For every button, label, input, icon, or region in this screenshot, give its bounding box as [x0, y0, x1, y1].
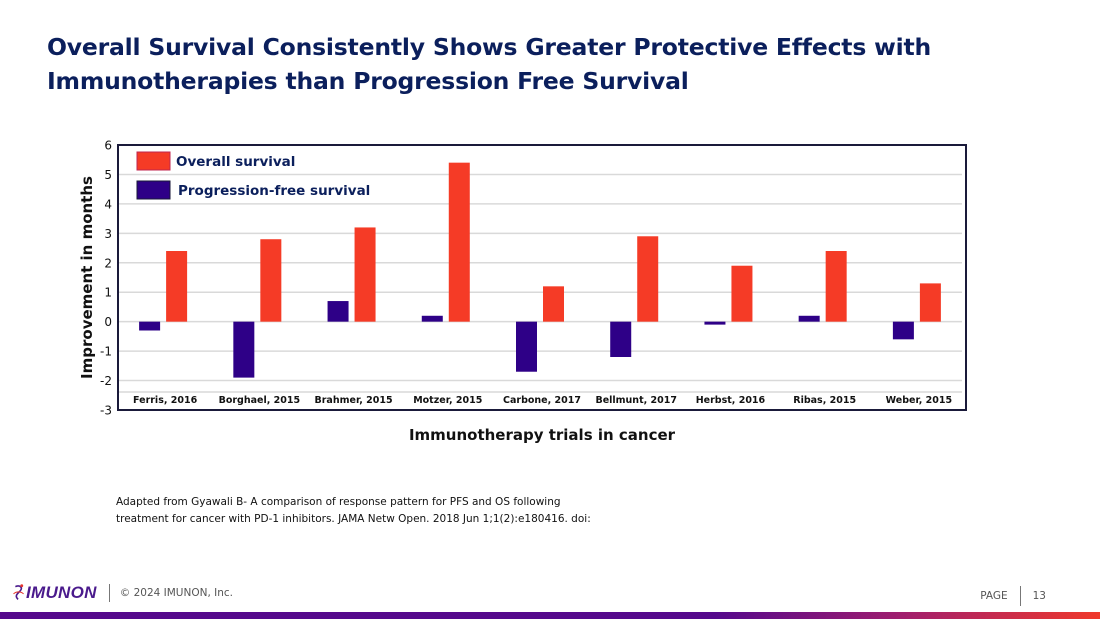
pfs-bar — [139, 321, 161, 331]
copyright: © 2024 IMUNON, Inc. — [119, 587, 233, 599]
os-bar — [448, 162, 470, 322]
footer-divider — [108, 584, 110, 602]
x-tick-labels: Ferris, 2016 Borghael, 2015 Brahmer, 2015 M… — [133, 395, 952, 406]
os-bar — [919, 283, 941, 322]
page-divider — [1019, 586, 1021, 606]
citation: Adapted from Gyawali B- A comparison of … — [116, 494, 591, 528]
pfs-bar — [327, 301, 349, 322]
pfs-bar — [516, 321, 537, 372]
pfs-bar — [704, 321, 726, 325]
y-tick-labels: -3 -2 -1 0 1 2 3 4 5 6 — [100, 139, 112, 418]
citation-line-1: Adapted from Gyawali B- A comparison of … — [116, 496, 561, 508]
os-bar — [354, 227, 376, 322]
legend-label: Overall survival — [176, 154, 295, 170]
y-tick-label: 1 — [104, 286, 112, 300]
y-tick-label: 4 — [104, 197, 112, 211]
x-axis-label: Immunotherapy trials in cancer — [409, 426, 676, 444]
logo-text: IMUNON — [26, 583, 97, 602]
x-tick-label: Motzer, 2015 — [413, 395, 482, 406]
page-number: 13 — [1032, 590, 1046, 602]
x-tick-label: Herbst, 2016 — [696, 395, 766, 406]
bottom-gradient-bar — [0, 612, 1100, 619]
y-tick-label: 3 — [104, 227, 112, 241]
page-label: PAGE — [980, 590, 1008, 602]
x-tick-label: Carbone, 2017 — [503, 395, 581, 406]
y-tick-label: 5 — [104, 168, 112, 182]
company-logo: IMUNON © 2024 IMUNON, Inc. — [12, 580, 233, 606]
page-indicator: PAGE 13 — [980, 586, 1046, 606]
os-bar — [825, 251, 847, 322]
os-bar — [637, 236, 659, 322]
slide-title: Overall Survival Consistently Shows Grea… — [47, 33, 932, 95]
x-tick-label: Ribas, 2015 — [793, 395, 856, 406]
legend: Overall survival Progression-free surviva… — [136, 151, 370, 200]
legend-swatch — [136, 180, 171, 200]
x-tick-label: Bellmunt, 2017 — [595, 395, 677, 406]
y-tick-label: 6 — [104, 139, 112, 153]
y-tick-label: 0 — [104, 315, 112, 329]
bars — [139, 162, 941, 378]
os-bar — [543, 286, 564, 322]
logo-swoosh-icon — [13, 584, 24, 600]
os-bar — [731, 265, 753, 322]
y-tick-label: -3 — [100, 404, 112, 418]
x-tick-label: Brahmer, 2015 — [315, 395, 393, 406]
pfs-bar — [892, 321, 914, 340]
pfs-bar — [610, 321, 632, 357]
x-tick-label: Ferris, 2016 — [133, 395, 198, 406]
pfs-bar — [798, 315, 820, 322]
pfs-bar — [233, 321, 255, 378]
pfs-bar — [421, 315, 443, 322]
plot-frame — [117, 144, 967, 411]
y-tick-label: -1 — [100, 345, 112, 359]
os-bar — [260, 239, 282, 322]
legend-label: Progression-free survival — [178, 183, 370, 199]
gridlines — [118, 173, 962, 393]
legend-swatch — [136, 151, 171, 171]
bar-chart: -3 -2 -1 0 1 2 3 4 5 6 Ferris, 2016 Borghael, 2015… — [78, 139, 967, 444]
x-tick-label: Weber, 2015 — [886, 395, 952, 406]
citation-line-2: treatment for cancer with PD-1 inhibitor… — [116, 513, 591, 525]
y-axis-label: Improvement in months — [78, 176, 96, 379]
y-tick-label: 2 — [104, 256, 112, 270]
y-tick-label: -2 — [100, 374, 112, 388]
x-tick-label: Borghael, 2015 — [219, 395, 300, 406]
os-bar — [166, 251, 188, 322]
